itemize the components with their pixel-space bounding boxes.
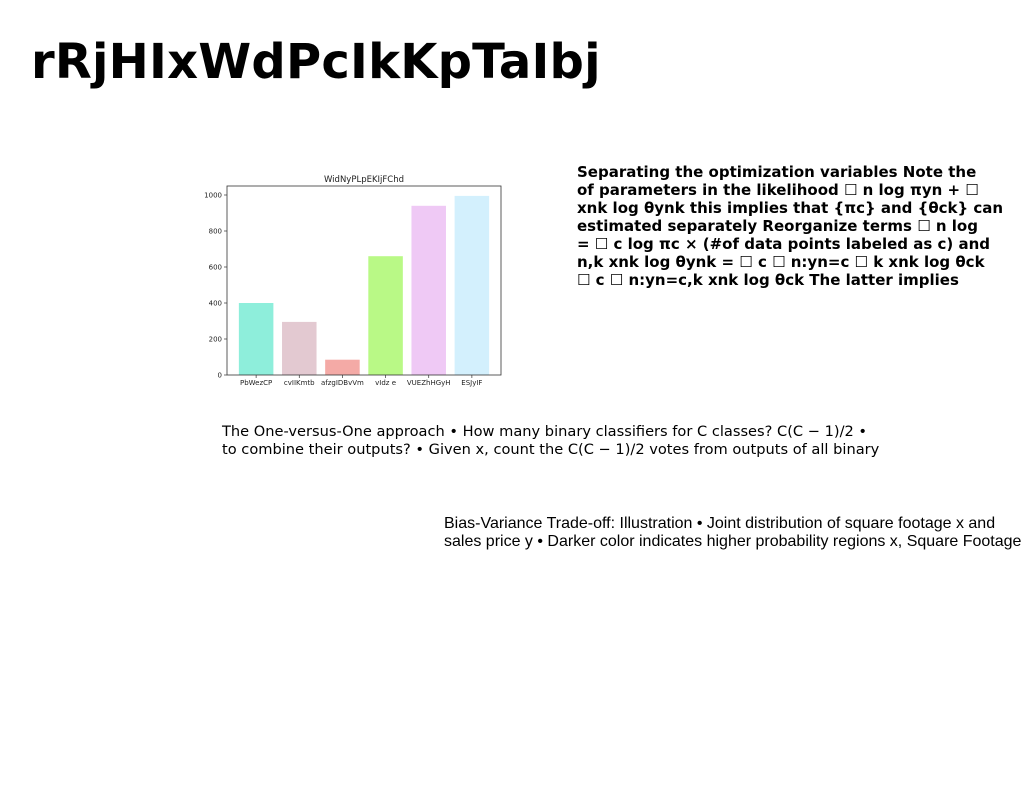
y-tick-label: 200: [209, 336, 222, 344]
likelihood-text-line: estimated separately Reorganize terms ☐ …: [577, 217, 978, 235]
bias-variance-text-line: sales price y • Darker color indicates h…: [444, 533, 1022, 550]
bar-pbwezcp: [238, 303, 274, 375]
y-tick-label: 1000: [204, 192, 222, 200]
x-tick-label: vIdz e: [375, 379, 396, 387]
x-tick-label: afzgIDBvVm: [321, 379, 364, 387]
bar-cviikmtb: [282, 321, 317, 375]
bias-variance-text-block: Bias-Variance Trade-off: Illustration • …: [444, 515, 1021, 551]
bar-vidz-e: [368, 256, 403, 375]
y-tick-label: 400: [209, 300, 222, 308]
likelihood-text-line: of parameters in the likelihood ☐ n log …: [577, 181, 979, 199]
likelihood-text-line: Separating the optimization variables No…: [577, 163, 977, 181]
y-tick-label: 800: [209, 228, 222, 236]
chart-bars: [238, 195, 490, 375]
likelihood-text-line: ☐ c ☐ n:yn=c,k xnk log θck The latter im…: [577, 271, 959, 289]
bar-esjyif: [454, 195, 490, 375]
x-tick-label: ESJyIF: [461, 379, 482, 387]
one-vs-one-text-block: The One-versus-One approach • How many b…: [222, 423, 879, 459]
x-tick-label: VUEZhHGyH: [407, 379, 451, 387]
y-tick-label: 0: [218, 372, 222, 380]
bias-variance-text-line: Bias-Variance Trade-off: Illustration • …: [444, 515, 996, 532]
likelihood-text-block: Separating the optimization variables No…: [577, 163, 1022, 289]
one-vs-one-text-line: to combine their outputs? • Given x, cou…: [222, 441, 880, 458]
chart-title: WidNyPLpEKIjFChd: [324, 175, 404, 185]
one-vs-one-text-line: The One-versus-One approach • How many b…: [222, 423, 868, 440]
x-tick-label: cvIIKmtb: [284, 379, 315, 387]
bar-afzgidbvvm: [325, 359, 360, 375]
y-tick-label: 600: [209, 264, 222, 272]
slide-title: rRjHIxWdPcIkKpTaIbj: [31, 34, 601, 90]
chart-plot-frame: [226, 185, 502, 376]
likelihood-text-line: xnk log θynk this implies that {πc} and …: [577, 199, 1004, 217]
bar-vuezhhgyh: [411, 205, 446, 375]
likelihood-text-line: = ☐ c log πc × (#of data points labeled …: [577, 235, 991, 253]
likelihood-text-line: n,k xnk log θynk = ☐ c ☐ n:yn=c ☐ k xnk …: [577, 253, 985, 271]
chart-x-labels: PbWezCP cvIIKmtb afzgIDBvVm vIdz e VUEZhHGyH…: [240, 375, 482, 387]
bar-chart: WidNyPLpEKIjFChd 0 200 400 600 800 1000 PbWez…: [204, 175, 502, 387]
x-tick-label: PbWezCP: [240, 379, 272, 387]
chart-y-ticks: 0 200 400 600 800 1000: [204, 192, 227, 380]
